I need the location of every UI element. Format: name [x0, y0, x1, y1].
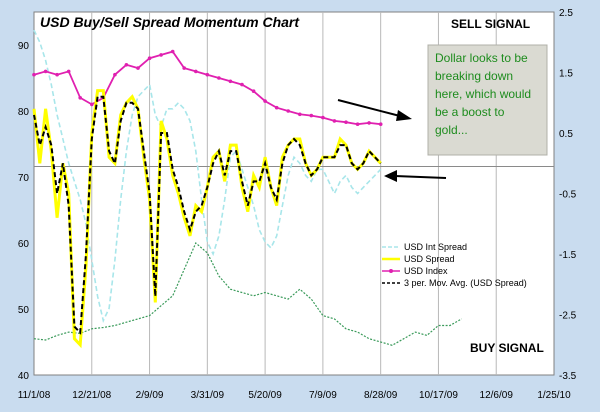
y-left-tick-label: 50 — [18, 305, 30, 316]
usd-index-marker — [55, 72, 59, 77]
x-tick-label: 3/31/09 — [191, 390, 225, 401]
x-tick-label: 12/6/09 — [480, 390, 514, 401]
buy-signal-label: BUY SIGNAL — [470, 341, 544, 355]
usd-index-marker — [66, 69, 71, 74]
annotation-line: here, which would — [435, 87, 531, 101]
legend-label: USD Index — [404, 266, 448, 276]
y-right-tick-label: -0.5 — [559, 190, 577, 201]
right-axis-ticks: -3.5 -2.5 -1.5 -0.5 0.5 1.5 2.5 — [559, 8, 577, 382]
left-axis-ticks: 40 50 60 70 80 90 — [18, 41, 30, 382]
usd-index-marker — [355, 122, 360, 126]
y-left-tick-label: 90 — [18, 41, 30, 52]
chart-title: USD Buy/Sell Spread Momentum Chart — [40, 14, 300, 30]
usd-index-marker — [170, 49, 175, 54]
usd-index-marker — [228, 79, 233, 84]
y-right-tick-label: 1.5 — [559, 69, 573, 80]
legend: USD Int Spread USD Spread USD Index 3 per. … — [382, 242, 527, 288]
usd-index-marker — [251, 89, 256, 93]
usd-index-marker — [344, 120, 348, 124]
y-right-tick-label: 2.5 — [559, 8, 573, 19]
x-tick-label: 12/21/08 — [72, 390, 111, 401]
usd-index-marker — [113, 72, 117, 77]
usd-index-marker — [309, 113, 314, 118]
annotation-line: Dollar looks to be — [435, 51, 528, 65]
usd-index-marker — [147, 56, 152, 60]
legend-label: 3 per. Mov. Avg. (USD Spread) — [404, 278, 527, 288]
usd-index-marker — [240, 82, 244, 87]
legend-label: USD Spread — [404, 254, 455, 264]
usd-index-marker — [78, 96, 82, 100]
usd-index-marker — [298, 112, 302, 117]
y-left-tick-label: 60 — [18, 239, 30, 250]
usd-index-marker — [136, 66, 140, 70]
legend-item-usd-index: USD Index — [382, 266, 448, 276]
x-axis-ticks: 11/1/08 12/21/08 2/9/09 3/31/09 5/20/09 7/9/0… — [18, 390, 571, 401]
usd-index-marker — [286, 109, 291, 113]
y-right-tick-label: -2.5 — [559, 311, 577, 322]
usd-index-marker — [217, 76, 221, 80]
x-tick-label: 11/1/08 — [18, 390, 51, 401]
annotation-arrows — [337, 99, 447, 182]
usd-index-marker — [182, 66, 186, 70]
x-tick-label: 2/9/09 — [136, 390, 164, 401]
annotation-text: Dollar looks to be breaking down here, whi… — [435, 51, 531, 137]
x-tick-label: 7/9/09 — [309, 390, 337, 401]
legend-marker — [389, 269, 393, 273]
arrow-upper-shaft — [337, 99, 401, 117]
x-tick-label: 5/20/09 — [248, 390, 282, 401]
x-tick-label: 10/17/09 — [419, 390, 458, 401]
legend-item-usd-spread: USD Spread — [382, 254, 455, 264]
annotation-box: Dollar looks to be breaking down here, whi… — [427, 44, 548, 156]
annotation-line: breaking down — [435, 69, 513, 83]
usd-index-marker — [367, 121, 371, 125]
y-right-tick-label: -3.5 — [559, 371, 577, 382]
usd-index-marker — [321, 115, 325, 120]
usd-index-marker — [263, 99, 267, 103]
usd-index-marker — [194, 69, 198, 74]
arrow-upper-head — [396, 110, 412, 121]
usd-index-marker — [159, 53, 163, 57]
y-left-tick-label: 70 — [18, 173, 30, 184]
annotation-line: gold... — [435, 123, 468, 137]
legend-item-moving-average: 3 per. Mov. Avg. (USD Spread) — [382, 278, 527, 288]
series-moving-average-line — [33, 95, 382, 335]
x-tick-label: 8/28/09 — [364, 390, 398, 401]
legend-label: USD Int Spread — [404, 242, 467, 252]
annotation-background — [427, 44, 548, 156]
arrow-lower-head — [384, 170, 397, 182]
usd-index-marker — [332, 119, 337, 123]
usd-index-marker — [124, 63, 129, 67]
y-right-tick-label: -1.5 — [559, 250, 577, 261]
usd-index-marker — [43, 69, 48, 74]
y-right-tick-label: 0.5 — [559, 129, 573, 140]
usd-index-marker — [274, 105, 279, 110]
y-left-tick-label: 80 — [18, 107, 30, 118]
usd-index-marker — [90, 102, 94, 107]
y-left-tick-label: 40 — [18, 371, 30, 382]
series-layer — [32, 29, 462, 349]
gridlines — [91, 12, 497, 375]
annotation-line: be a boost to — [435, 105, 505, 119]
usd-index-marker — [205, 72, 210, 77]
series-usd-int-spread-line — [33, 29, 382, 324]
series-green-index-line — [33, 242, 462, 346]
x-tick-label: 1/25/10 — [537, 390, 571, 401]
arrow-lower-shaft — [394, 175, 447, 179]
usd-index-marker — [32, 72, 36, 77]
usd-index-marker — [378, 122, 383, 126]
legend-item-usd-int-spread: USD Int Spread — [382, 242, 467, 252]
sell-signal-label: SELL SIGNAL — [451, 17, 530, 31]
